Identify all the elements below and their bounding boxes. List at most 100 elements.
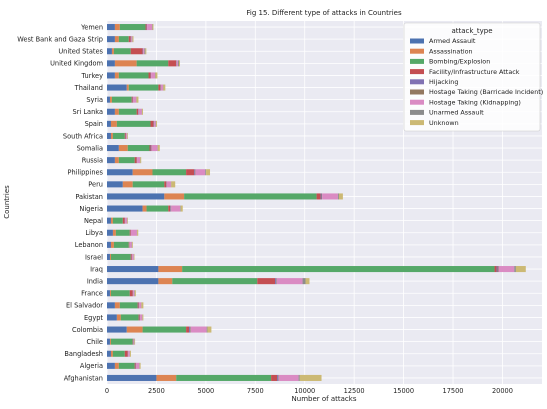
bar-segment <box>111 242 114 248</box>
bar-segment <box>113 218 123 224</box>
bar-segment <box>206 169 210 175</box>
bar-segment <box>111 133 113 139</box>
y-tick-label: Israel <box>85 253 103 261</box>
y-tick-label: Bangladesh <box>64 350 103 358</box>
bar-segment <box>137 109 139 115</box>
legend-entry: Hostage Taking (Barricade Incident) <box>429 88 543 96</box>
y-tick-label: India <box>87 277 103 285</box>
bar-segment <box>167 181 171 187</box>
y-tick-label: El Salvador <box>66 302 103 310</box>
bar-segment <box>142 109 143 115</box>
bar-segment <box>111 351 113 357</box>
bar-segment <box>107 72 115 78</box>
bar-segment <box>133 169 153 175</box>
bar-segment <box>306 278 310 284</box>
y-tick-label: Russia <box>82 156 103 164</box>
bar-segment <box>168 60 176 66</box>
bar-segment <box>151 145 157 151</box>
bar-segment <box>127 327 143 333</box>
bar-segment <box>133 290 134 296</box>
legend-entry: Unarmed Assault <box>429 109 484 117</box>
x-tick-label: 5000 <box>197 387 214 395</box>
bar-segment <box>129 242 130 248</box>
bar-segment <box>170 206 171 212</box>
bar-segment <box>128 351 130 357</box>
bar-segment <box>120 302 138 308</box>
y-tick-label: United States <box>58 48 103 56</box>
bar-segment <box>107 133 111 139</box>
bar-segment <box>115 24 120 30</box>
bar-segment <box>275 278 276 284</box>
bar-segment <box>339 193 343 199</box>
bar-segment <box>158 266 182 272</box>
bar-segment <box>107 230 113 236</box>
bar-segment <box>322 193 338 199</box>
bar-segment <box>164 181 166 187</box>
bar-segment <box>179 60 180 66</box>
y-tick-label: Algeria <box>80 362 103 370</box>
bar-segment <box>112 48 114 54</box>
bar-segment <box>107 48 112 54</box>
bar-segment <box>123 218 125 224</box>
bar-segment <box>156 121 157 127</box>
bar-segment <box>271 375 277 381</box>
bar-segment <box>151 145 152 151</box>
bar-segment <box>137 157 140 163</box>
bar-segment <box>158 278 172 284</box>
bar-segment <box>276 278 277 284</box>
bar-segment <box>137 60 169 66</box>
bar-segment <box>115 363 119 369</box>
x-axis-label: Number of attacks <box>292 395 357 403</box>
bar-segment <box>140 314 142 320</box>
bar-segment <box>107 278 158 284</box>
bar-segment <box>130 351 131 357</box>
bar-segment <box>114 242 129 248</box>
bar-segment <box>115 302 120 308</box>
bar-segment <box>110 339 111 345</box>
bar-segment <box>151 72 155 78</box>
bar-segment <box>115 36 119 42</box>
bar-segment <box>107 109 115 115</box>
bar-segment <box>279 375 299 381</box>
bar-segment <box>113 351 125 357</box>
bar-segment <box>111 254 131 260</box>
bar-segment <box>155 72 157 78</box>
bar-segment <box>107 290 110 296</box>
legend-swatch <box>410 39 424 44</box>
bar-segment <box>127 218 128 224</box>
y-tick-label: Syria <box>86 96 103 104</box>
bar-segment <box>115 72 119 78</box>
bar-segment <box>107 169 133 175</box>
bar-segment <box>303 278 306 284</box>
y-tick-labels: AfghanistanAlgeriaBangladeshChileColombi… <box>17 23 103 382</box>
bar-segment <box>111 121 117 127</box>
bar-segment <box>107 36 115 42</box>
bar-segment <box>140 363 141 369</box>
bar-segment <box>107 157 115 163</box>
bar-segment <box>107 327 127 333</box>
bar-segment <box>134 339 135 345</box>
bar-segment <box>190 327 191 333</box>
x-tick-label: 15000 <box>393 387 414 395</box>
bar-segment <box>127 133 128 139</box>
bar-segment <box>113 230 116 236</box>
legend-title: attack_type <box>451 27 492 35</box>
bar-segment <box>138 302 139 308</box>
bar-segment <box>277 375 278 381</box>
y-tick-label: France <box>81 290 103 298</box>
bar-segment <box>132 97 133 103</box>
bar-segment <box>131 36 132 42</box>
x-tick-label: 2500 <box>148 387 165 395</box>
bar-segment <box>172 278 257 284</box>
bar-segment <box>130 230 131 236</box>
bar-segment <box>115 157 119 163</box>
bar-segment <box>114 48 131 54</box>
bar-segment <box>176 375 271 381</box>
bar-segment <box>133 97 136 103</box>
legend-entry: Hijacking <box>429 78 458 86</box>
bar-segment <box>120 24 146 30</box>
bar-segment <box>131 230 137 236</box>
legend-entry: Facility/Infrastructure Attack <box>429 68 520 76</box>
